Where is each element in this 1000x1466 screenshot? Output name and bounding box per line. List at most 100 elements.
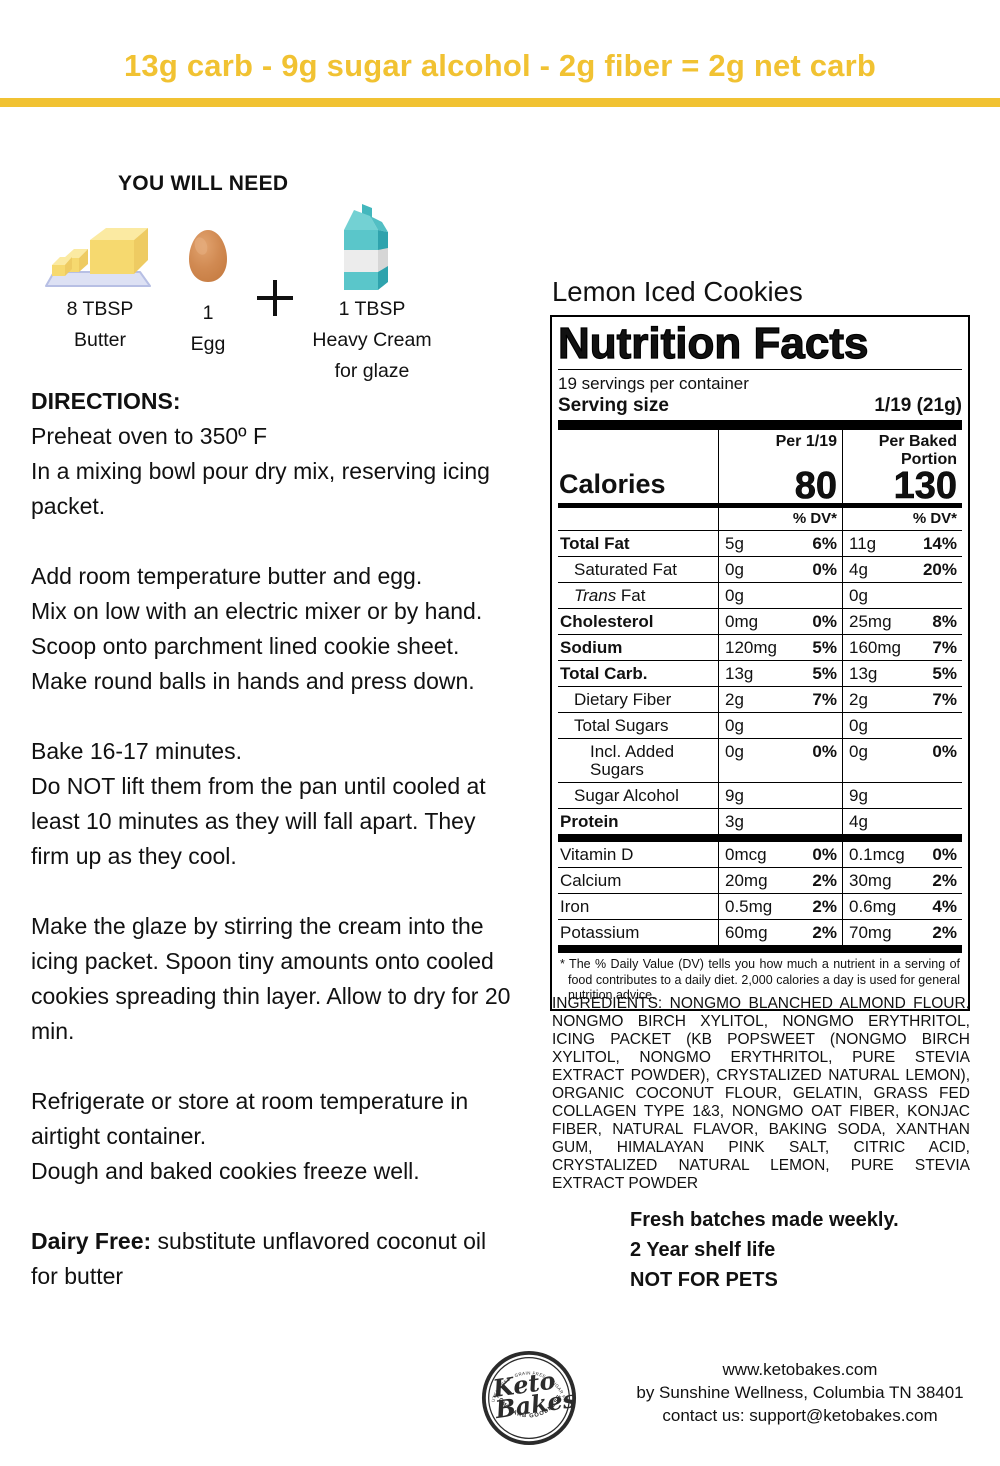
nutrient-label: Sodium [560, 637, 623, 657]
directions-paragraph: Add room temperature butter and egg. Mix… [31, 563, 483, 694]
per-baked-value: 4g 20% [842, 557, 962, 582]
ketobakes-logo: GLUTEN FREE • GRAIN FREE • SUGAR FREE Ke… [479, 1346, 578, 1451]
ingredient-label: Egg [190, 333, 226, 355]
directions-paragraph: Bake 16-17 minutes. Do NOT lift them fro… [31, 738, 486, 869]
daily-value-header-row: % DV* % DV* [558, 508, 962, 530]
dv-header-1: % DV* [718, 508, 842, 530]
nutrient-row: Calcium 20mg 2% 30mg 2% [558, 867, 962, 893]
vitamin-rows: Vitamin D 0mcg 0% 0.1mcg 0% Calcium 20mg 2%… [558, 842, 962, 945]
directions-paragraph: Preheat oven to 350º F In a mixing bowl … [31, 423, 490, 519]
directions-heading: DIRECTIONS: [31, 388, 181, 414]
note-line: Fresh batches made weekly. [630, 1209, 899, 1231]
nutrient-label: Total Carb. [560, 663, 648, 683]
accent-divider-bar [0, 98, 1000, 107]
footer-website: www.ketobakes.com [722, 1360, 878, 1379]
nutrient-label: Incl. Added Sugars [590, 741, 675, 779]
nutrient-label: Cholesterol [560, 611, 654, 631]
per-serving-value: 0g [718, 583, 842, 608]
nutrient-row: Cholesterol 0mg 0% 25mg 8% [558, 608, 962, 634]
per-baked-column: Per Baked Portion 130 [842, 430, 962, 508]
per-serving-value: 0g 0% [718, 739, 842, 782]
nutrient-row: Saturated Fat 0g 0% 4g 20% [558, 556, 962, 582]
nutrient-label: Potassium [560, 922, 640, 942]
ingredient-butter: 8 TBSP Butter [38, 294, 162, 356]
per-baked-value: 9g [842, 783, 962, 808]
per-baked-value: 0.1mcg 0% [842, 842, 962, 867]
daily-value-footnote: * The % Daily Value (DV) tells you how m… [560, 957, 960, 1002]
per-baked-value: 13g 5% [842, 661, 962, 686]
nutrient-label: Iron [560, 896, 590, 916]
per-baked-value: 0.6mg 4% [842, 894, 962, 919]
nutrient-label: Total Sugars [574, 715, 669, 735]
nutrient-row: Trans Fat 0g 0g [558, 582, 962, 608]
dairy-free-note: Dairy Free: substitute unflavored coconu… [31, 1224, 513, 1294]
nutrient-row: Dietary Fiber 2g 7% 2g 7% [558, 686, 962, 712]
nutrient-row: Total Sugars 0g 0g [558, 712, 962, 738]
nutrient-row: Total Fat 5g 6% 11g 14% [558, 530, 962, 556]
calories-per-serving: 80 [794, 465, 837, 507]
ingredient-qty: 1 TBSP [338, 298, 406, 320]
product-name: Lemon Iced Cookies [552, 276, 803, 307]
calories-per-baked: 130 [893, 465, 957, 507]
per-baked-value: 0g 0% [842, 739, 962, 782]
nutrient-row: Sugar Alcohol 9g 9g [558, 782, 962, 808]
per-baked-value: 4g [842, 809, 962, 834]
nutrient-row: Iron 0.5mg 2% 0.6mg 4% [558, 893, 962, 919]
directions-paragraphs: Preheat oven to 350º F In a mixing bowl … [31, 419, 513, 1189]
nutrient-row: Vitamin D 0mcg 0% 0.1mcg 0% [558, 842, 962, 867]
dv-header-2: % DV* [842, 508, 962, 530]
ingredient-label: Butter [73, 329, 127, 351]
per-baked-value: 2g 7% [842, 687, 962, 712]
serving-size-row: Serving size 1/19 (21g) [558, 394, 962, 420]
per-serving-header: Per 1/19 [775, 433, 837, 450]
nutrient-row: Protein 3g 4g [558, 808, 962, 834]
servings-per-container: 19 servings per container [558, 374, 749, 393]
nutrient-rows: Total Fat 5g 6% 11g 14% Saturated Fat 0g 0%… [558, 530, 962, 834]
footer-contact: contact us: support@ketobakes.com [662, 1406, 938, 1425]
per-baked-header: Per Baked Portion [878, 433, 957, 468]
thick-divider [558, 945, 962, 953]
nutrient-label: Protein [560, 811, 619, 831]
nutrition-facts-panel: Nutrition Facts 19 servings per containe… [550, 315, 970, 1011]
per-serving-value: 60mg 2% [718, 920, 842, 945]
per-serving-value: 13g 5% [718, 661, 842, 686]
per-serving-value: 9g [718, 783, 842, 808]
calories-label: Calories [558, 430, 718, 508]
ingredients-statement: INGREDIENTS: NONGMO BLANCHED ALMOND FLOU… [552, 995, 970, 1192]
per-serving-value: 0g [718, 713, 842, 738]
dairy-free-label: Dairy Free: [31, 1228, 152, 1254]
ingredient-label: Heavy Cream [312, 329, 432, 351]
directions-paragraph: Refrigerate or store at room temperature… [31, 1088, 469, 1184]
butter-icon [44, 218, 154, 297]
directions-section: DIRECTIONS: Preheat oven to 350º F In a … [31, 384, 513, 1294]
net-carb-headline: 13g carb - 9g sugar alcohol - 2g fiber =… [123, 48, 877, 83]
per-baked-value: 30mg 2% [842, 868, 962, 893]
you-will-need-title: YOU WILL NEED [118, 172, 289, 195]
per-serving-value: 3g [718, 809, 842, 834]
thick-divider [558, 834, 962, 842]
nutrient-label: Dietary Fiber [574, 689, 672, 709]
ingredient-qty: 8 TBSP [66, 298, 134, 320]
divider [558, 369, 962, 370]
dairy-free-text: substitute unflavored coconut oil for bu… [31, 1228, 487, 1289]
nutrient-label: Saturated Fat [574, 559, 678, 579]
nutrient-row: Potassium 60mg 2% 70mg 2% [558, 919, 962, 945]
per-serving-value: 0mcg 0% [718, 842, 842, 867]
per-baked-value: 0g [842, 583, 962, 608]
note-line: 2 Year shelf life [630, 1239, 776, 1261]
nutrient-label: Calcium [560, 870, 622, 890]
nutrient-row: Incl. Added Sugars 0g 0% 0g 0% [558, 738, 962, 782]
nutrient-label: Total Fat [560, 533, 630, 553]
nutrient-row: Sodium 120mg 5% 160mg 7% [558, 634, 962, 660]
per-baked-value: 70mg 2% [842, 920, 962, 945]
serving-size-value: 1/19 (21g) [874, 395, 962, 416]
nutrient-label: Trans Fat [574, 585, 646, 605]
thick-divider [558, 420, 962, 430]
per-serving-value: 0mg 0% [718, 609, 842, 634]
milk-carton-icon [336, 202, 392, 299]
nutrition-facts-title: Nutrition Facts [557, 319, 869, 368]
per-serving-value: 2g 7% [718, 687, 842, 712]
plus-icon [253, 276, 297, 325]
ingredient-sublabel: for glaze [334, 360, 410, 382]
serving-size-label: Serving size [558, 395, 669, 416]
